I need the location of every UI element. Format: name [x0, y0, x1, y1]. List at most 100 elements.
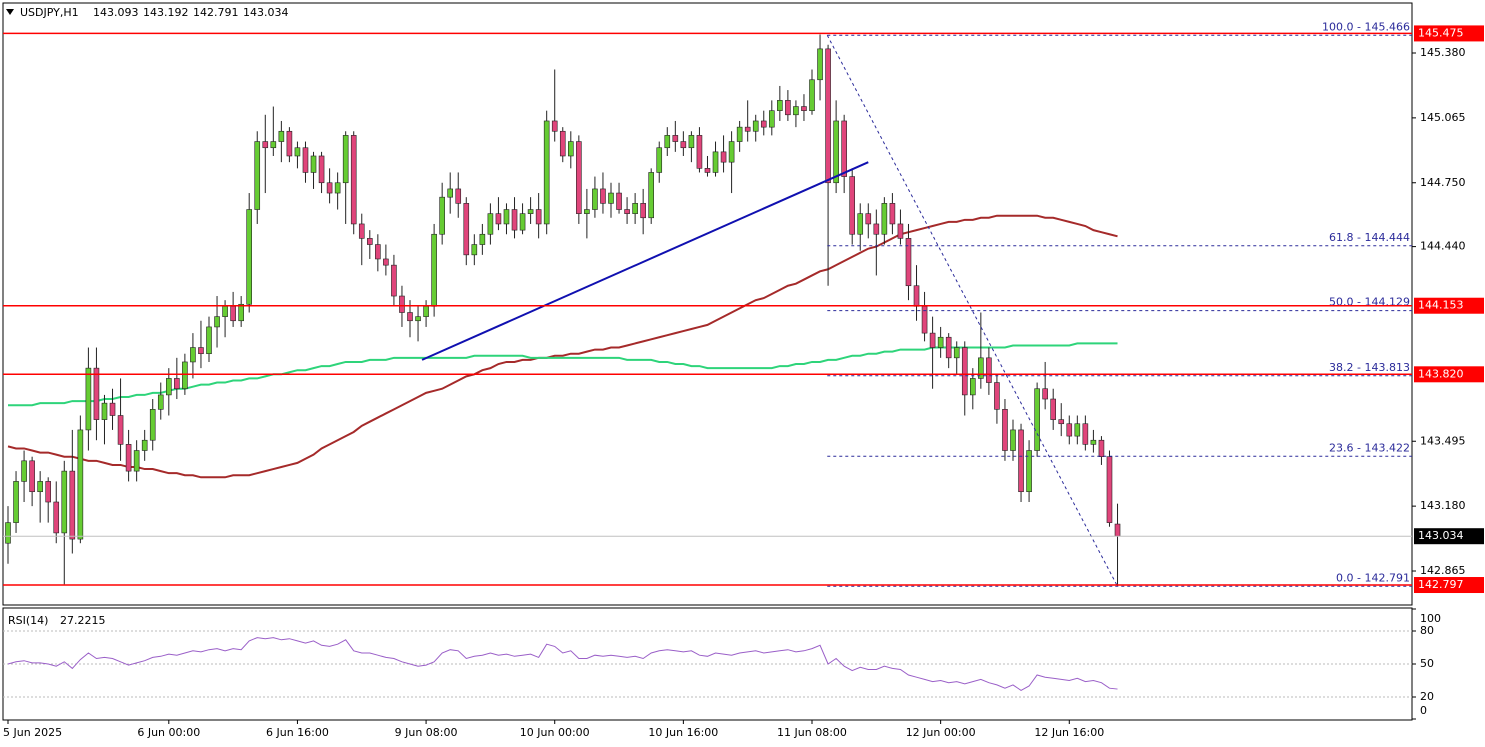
- candle-body: [744, 126, 751, 132]
- candle-body: [576, 141, 582, 214]
- y-tick-label: 145.380: [1420, 46, 1466, 59]
- candle-body: [447, 188, 454, 198]
- candle-body: [712, 151, 719, 173]
- candle-body: [519, 213, 526, 231]
- candle-body: [29, 460, 35, 493]
- candle-body: [961, 347, 968, 396]
- x-tick-label: 12 Jun 00:00: [906, 726, 976, 739]
- candle-body: [439, 196, 445, 235]
- candle-body: [953, 347, 960, 359]
- candle-body: [559, 130, 566, 157]
- fib-label: 0.0 - 142.791: [1336, 571, 1410, 584]
- candle-body: [841, 120, 847, 177]
- y-tick-label: 142.865: [1420, 564, 1466, 577]
- candle-body: [479, 233, 486, 245]
- candle-body: [93, 367, 100, 420]
- fib-label: 100.0 - 145.466: [1322, 20, 1410, 33]
- candle-body: [728, 141, 735, 163]
- candle-body: [680, 141, 687, 149]
- y-tick-label: 145.065: [1420, 111, 1466, 124]
- y-tick-label: 144.750: [1420, 176, 1466, 189]
- level-box: [1414, 25, 1484, 42]
- x-tick-label: 6 Jun 00:00: [137, 726, 200, 739]
- candle-body: [616, 192, 622, 210]
- candle-body: [302, 147, 309, 173]
- fib-label: 50.0 - 144.129: [1329, 296, 1410, 309]
- candle-body: [720, 151, 727, 163]
- candle-body: [342, 135, 349, 184]
- candle-body: [206, 326, 212, 355]
- candle-body: [399, 295, 405, 313]
- candle-body: [905, 238, 912, 287]
- level-label: 143.820: [1418, 367, 1464, 380]
- candle-body: [1074, 423, 1081, 437]
- candle-body: [913, 285, 920, 307]
- candle-body: [391, 264, 397, 297]
- candle-body: [125, 444, 132, 472]
- candle-body: [85, 367, 92, 431]
- candle-body: [109, 402, 116, 416]
- candle-body: [945, 336, 952, 359]
- price-box: [1414, 528, 1484, 545]
- candle-body: [817, 48, 823, 81]
- rsi-tick-label: 20: [1420, 690, 1434, 703]
- candle-body: [672, 135, 679, 142]
- candle-body: [455, 188, 462, 204]
- candle-body: [865, 213, 872, 225]
- candle-body: [632, 203, 638, 214]
- main-panel: [2, 2, 1413, 606]
- fib-label: 23.6 - 143.422: [1329, 441, 1410, 454]
- candle-body: [238, 303, 244, 322]
- candle-body: [1090, 439, 1097, 445]
- candle-body: [471, 244, 478, 256]
- candle-body: [696, 135, 703, 169]
- level-box: [1414, 366, 1484, 383]
- candle-body: [1066, 423, 1073, 437]
- candle-body: [286, 130, 293, 157]
- rsi-tick-label: 0: [1420, 704, 1427, 717]
- candle-body: [760, 120, 767, 128]
- candle-body: [825, 48, 831, 184]
- candle-body: [897, 223, 904, 239]
- candle-body: [986, 357, 992, 383]
- candle-body: [423, 306, 429, 317]
- candle-body: [141, 439, 148, 451]
- rsi-tick-label: 80: [1420, 624, 1434, 637]
- candle-body: [463, 203, 470, 256]
- x-tick-label: 6 Jun 16:00: [266, 726, 329, 739]
- candle-body: [383, 258, 389, 266]
- candle-body: [117, 415, 124, 445]
- candle-body: [1018, 429, 1024, 493]
- candle-body: [648, 172, 655, 219]
- candle-body: [77, 429, 84, 540]
- candle-body: [503, 209, 510, 225]
- candle-body: [222, 306, 228, 317]
- candle-body: [182, 361, 188, 390]
- candle-body: [61, 470, 68, 534]
- level-box: [1414, 577, 1484, 594]
- candle-body: [567, 141, 574, 157]
- candle-body: [174, 378, 180, 390]
- candle-body: [857, 213, 864, 235]
- candle-body: [262, 141, 269, 149]
- candle-body: [656, 147, 663, 173]
- candle-body: [69, 470, 76, 540]
- candle-body: [752, 120, 759, 132]
- candle-body: [873, 223, 880, 235]
- candle-body: [969, 378, 976, 396]
- candle-body: [608, 192, 614, 204]
- header-close: 143.034: [243, 6, 289, 19]
- candle-body: [133, 450, 140, 472]
- candle-body: [350, 135, 357, 225]
- candle-body: [624, 209, 630, 214]
- candle-body: [777, 100, 783, 111]
- y-tick-label: 143.495: [1420, 434, 1466, 447]
- rsi-tick-label: 100: [1420, 612, 1441, 625]
- candle-body: [785, 100, 791, 116]
- x-tick-label: 9 Jun 08:00: [395, 726, 458, 739]
- candle-body: [270, 141, 277, 149]
- y-tick-label: 144.440: [1420, 240, 1466, 253]
- candle-body: [366, 238, 373, 245]
- candle-body: [1114, 523, 1121, 537]
- candle-body: [1034, 388, 1040, 451]
